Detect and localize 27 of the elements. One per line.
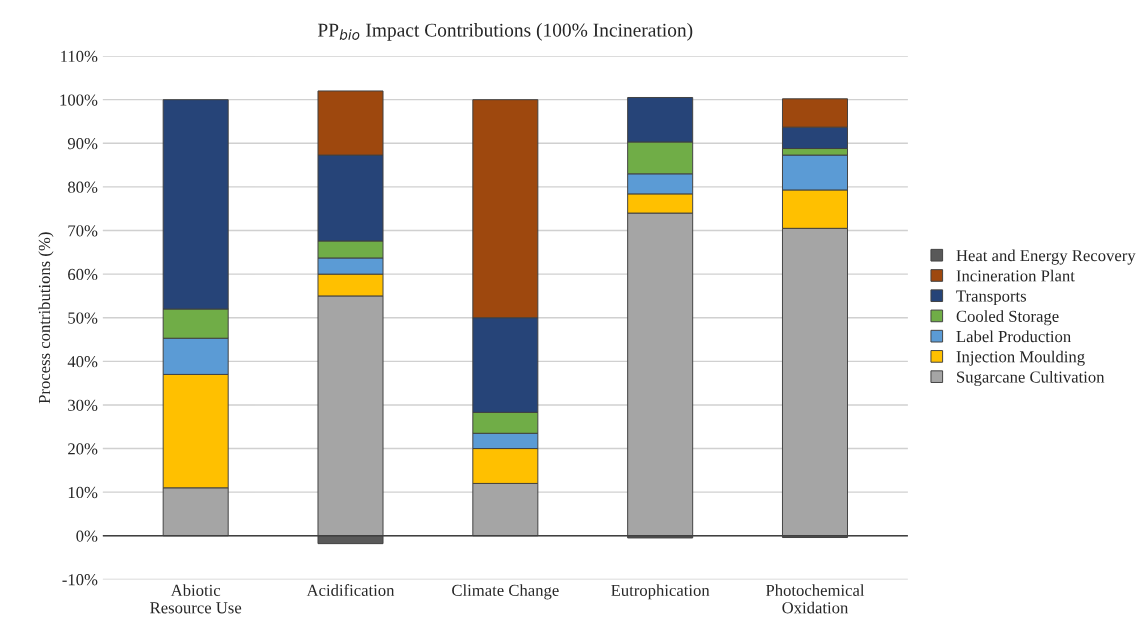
legend-label: Incineration Plant — [956, 269, 1075, 282]
y-tick-label: 50% — [68, 312, 98, 324]
legend-label: Sugarcane Cultivation — [957, 370, 1105, 387]
y-tick-label: 10% — [68, 486, 98, 499]
y-tick-label: 80% — [68, 181, 98, 193]
y-tick-label: 110% — [61, 50, 98, 63]
x-tick-label: Climate Change — [452, 584, 559, 600]
x-tick-label: Abiotic Resource Use — [150, 584, 242, 614]
y-tick-label: 100% — [60, 94, 98, 106]
chart-title: PP$_{bio}$ Impact Contributions (100% Incineration) — [317, 23, 693, 41]
legend-label: Label Production — [956, 330, 1071, 343]
x-tick-label: Photochemical Oxidation — [765, 584, 865, 614]
y-tick-label: 90% — [67, 137, 98, 150]
y-tick-label: 20% — [68, 443, 98, 455]
legend-label: Injection Moulding — [956, 350, 1085, 366]
y-tick-label: -10% — [62, 574, 98, 586]
y-tick-label: 0% — [76, 530, 98, 542]
y-tick-label: 70% — [68, 225, 98, 237]
x-tick-label: Eutrophication — [611, 584, 710, 600]
legend-label: Transports — [956, 290, 1027, 306]
legend-label: Heat and Energy Recovery — [956, 249, 1136, 265]
y-tick-label: 30% — [68, 399, 98, 411]
y-axis-title: Process contributions (%) — [38, 232, 54, 404]
legend-label: Cooled Storage — [956, 310, 1059, 326]
y-tick-label: 60% — [68, 268, 98, 281]
x-tick-label: Acidification — [306, 584, 395, 596]
y-tick-label: 40% — [67, 356, 98, 368]
